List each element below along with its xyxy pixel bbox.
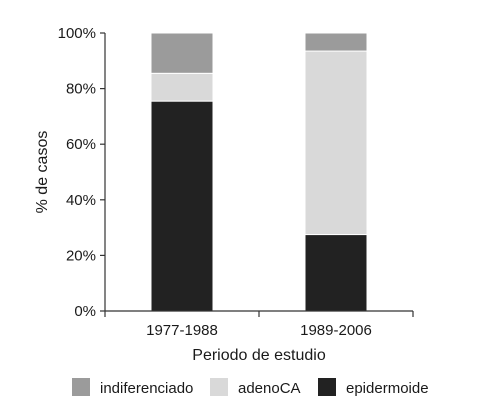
- bar-segment-epidermoide-1977-1988: [150, 100, 214, 312]
- y-tick-label: 100%: [58, 25, 96, 42]
- legend-swatch-adenoCA: [210, 378, 228, 396]
- legend: indiferenciado adenoCA epidermoide: [72, 378, 429, 397]
- legend-label-epidermoide: epidermoide: [346, 380, 429, 397]
- y-tick-label: 80%: [66, 81, 96, 98]
- y-tick-label: 40%: [66, 192, 96, 209]
- bar-segment-adenoCA-1989-2006: [304, 50, 368, 236]
- legend-swatch-epidermoide: [318, 378, 336, 396]
- x-tick-label: 1989-2006: [300, 322, 372, 339]
- bar-segment-indiferenciado-1989-2006: [304, 32, 368, 52]
- x-tick-label: 1977-1988: [146, 322, 218, 339]
- y-axis-label: % de casos: [34, 131, 51, 214]
- bar-segment-epidermoide-1989-2006: [304, 234, 368, 312]
- bar-segment-adenoCA-1977-1988: [150, 72, 214, 102]
- bar-segment-indiferenciado-1977-1988: [150, 32, 214, 74]
- legend-label-indiferenciado: indiferenciado: [100, 380, 193, 397]
- y-tick-label: 0%: [74, 303, 96, 320]
- plot-area: 0% 20% 40% 60% 80% 100% 1977-1988 1989-2006: [58, 25, 414, 339]
- y-tick-label: 60%: [66, 136, 96, 153]
- legend-swatch-indiferenciado: [72, 378, 90, 396]
- y-tick-label: 20%: [66, 247, 96, 264]
- x-axis-label: Periodo de estudio: [192, 347, 326, 364]
- legend-label-adenoCA: adenoCA: [238, 380, 301, 397]
